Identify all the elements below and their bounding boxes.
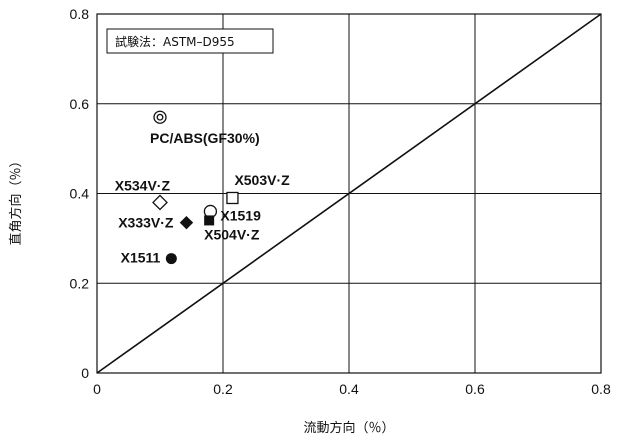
label-pc-abs-gf30: PC/ABS(GF30%) <box>150 130 260 146</box>
y-tick-label: 0.2 <box>70 275 90 291</box>
x-tick-labels: 0 0.2 0.4 0.6 0.8 <box>93 381 611 397</box>
point-pc-abs-gf30 <box>153 110 167 124</box>
label-x1511: X1511 <box>121 250 161 266</box>
y-tick-label: 0.8 <box>70 6 90 22</box>
test-method-frame <box>106 28 274 54</box>
test-method-box: 試験法：ASTM–D955 <box>106 28 274 54</box>
label-x503v-z: X503V·Z <box>234 172 290 188</box>
point-x504v-z <box>204 215 215 226</box>
x-tick-label: 0 <box>93 381 101 397</box>
point-x503v-z <box>226 191 239 205</box>
x-tick-label: 0.8 <box>591 381 611 397</box>
data-points <box>152 110 239 265</box>
label-x333v-z: X333V·Z <box>118 215 174 231</box>
y-axis-title: 直角方向（％） <box>8 154 24 245</box>
label-x534v-z: X534V·Z <box>115 177 171 193</box>
point-x1511 <box>165 253 177 265</box>
point-x333v-z <box>179 215 194 230</box>
x-tick-label: 0.2 <box>213 381 233 397</box>
y-tick-label: 0 <box>81 365 89 381</box>
label-x504v-z: X504V·Z <box>204 226 260 242</box>
point-labels: PC/ABS(GF30%) X534V·Z X503V·Z X1519 X504V·Z X… <box>115 130 290 265</box>
plot-frame <box>96 13 602 374</box>
y-tick-label: 0.6 <box>70 96 90 112</box>
label-x1519: X1519 <box>220 207 261 223</box>
x-tick-label: 0.6 <box>465 381 485 397</box>
diagonal-reference-line <box>96 13 602 374</box>
y-tick-label: 0.4 <box>70 186 90 202</box>
x-axis-title: 流動方向（％） <box>303 420 394 436</box>
point-x534v-z <box>152 194 168 211</box>
y-tick-labels: 0 0.2 0.4 0.6 0.8 <box>70 6 90 381</box>
x-tick-label: 0.4 <box>339 381 359 397</box>
test-method-label: 試験法：ASTM–D955 <box>115 34 235 49</box>
